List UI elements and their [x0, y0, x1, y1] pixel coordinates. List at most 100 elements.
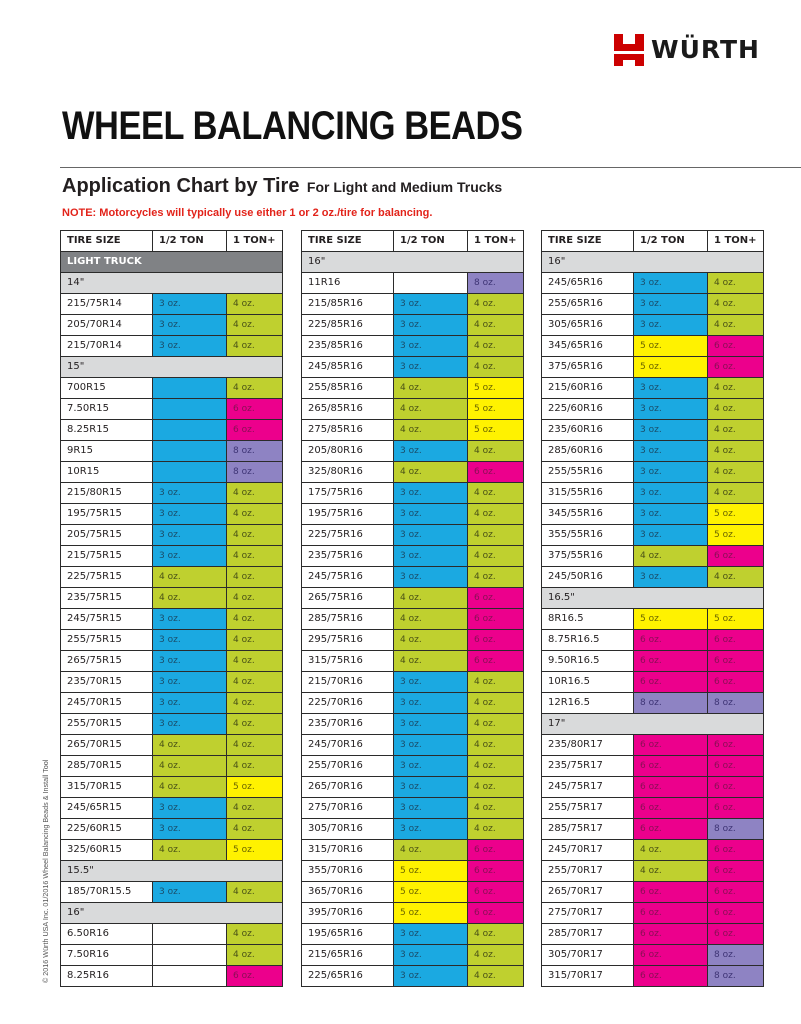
tire-size-cell: 365/70R16 [301, 881, 394, 903]
one-ton-cell: 6 oz. [226, 398, 283, 420]
half-ton-cell: 3 oz. [152, 293, 227, 315]
rim-size-group-row: 16.5" [541, 587, 764, 609]
one-ton-cell: 6 oz. [707, 671, 764, 693]
one-ton-cell: 4 oz. [226, 545, 283, 567]
table-row: 215/80R15 3 oz. 4 oz. [60, 482, 283, 504]
half-ton-cell: 4 oz. [393, 629, 468, 651]
tire-size-cell: 235/75R17 [541, 755, 634, 777]
tire-size-cell: 225/85R16 [301, 314, 394, 336]
one-ton-cell: 6 oz. [707, 755, 764, 777]
half-ton-cell: 4 oz. [152, 755, 227, 777]
tire-size-cell: 315/70R15 [60, 776, 153, 798]
one-ton-cell: 8 oz. [707, 818, 764, 840]
subtitle-main: Application Chart by Tire [62, 175, 300, 197]
half-ton-cell: 3 oz. [393, 671, 468, 693]
one-ton-cell: 6 oz. [707, 797, 764, 819]
table-row: 235/75R16 3 oz. 4 oz. [301, 545, 524, 567]
one-ton-cell: 6 oz. [467, 608, 524, 630]
tire-size-cell: 255/85R16 [301, 377, 394, 399]
one-ton-cell: 6 oz. [226, 965, 283, 987]
half-ton-cell: 3 oz. [633, 314, 708, 336]
header-one-ton: 1 TON+ [467, 230, 524, 252]
table-row: 8.25R15 6 oz. [60, 419, 283, 441]
table-row: 245/50R16 3 oz. 4 oz. [541, 566, 764, 588]
table-row: 375/65R16 5 oz. 6 oz. [541, 356, 764, 378]
one-ton-cell: 4 oz. [467, 923, 524, 945]
tire-size-cell: 325/80R16 [301, 461, 394, 483]
tire-size-cell: 265/85R16 [301, 398, 394, 420]
tire-size-cell: 245/75R16 [301, 566, 394, 588]
category-row: LIGHT TRUCK [60, 251, 283, 273]
half-ton-cell: 3 oz. [152, 629, 227, 651]
half-ton-cell: 3 oz. [152, 503, 227, 525]
half-ton-cell: 6 oz. [633, 734, 708, 756]
tire-size-cell: 315/55R16 [541, 482, 634, 504]
rim-size-label: 14" [60, 272, 283, 294]
half-ton-cell: 6 oz. [633, 881, 708, 903]
table-row: 215/85R16 3 oz. 4 oz. [301, 293, 524, 315]
tire-size-cell: 12R16.5 [541, 692, 634, 714]
one-ton-cell: 6 oz. [467, 629, 524, 651]
half-ton-cell: 4 oz. [393, 461, 468, 483]
tire-size-cell: 225/60R15 [60, 818, 153, 840]
one-ton-cell: 4 oz. [707, 566, 764, 588]
rim-size-label: 15.5" [60, 860, 283, 882]
table-row: 265/75R15 3 oz. 4 oz. [60, 650, 283, 672]
rim-size-group-row: 16" [60, 902, 283, 924]
tire-size-cell: 255/65R16 [541, 293, 634, 315]
half-ton-cell [152, 419, 227, 441]
half-ton-cell: 6 oz. [633, 923, 708, 945]
one-ton-cell: 4 oz. [226, 713, 283, 735]
table-row: 205/80R16 3 oz. 4 oz. [301, 440, 524, 462]
one-ton-cell: 6 oz. [707, 881, 764, 903]
table-row: 235/85R16 3 oz. 4 oz. [301, 335, 524, 357]
one-ton-cell: 4 oz. [467, 293, 524, 315]
one-ton-cell: 6 oz. [467, 587, 524, 609]
one-ton-cell: 4 oz. [467, 797, 524, 819]
half-ton-cell [152, 377, 227, 399]
table-row: 225/60R15 3 oz. 4 oz. [60, 818, 283, 840]
header-one-ton: 1 TON+ [707, 230, 764, 252]
one-ton-cell: 4 oz. [707, 314, 764, 336]
half-ton-cell: 4 oz. [393, 839, 468, 861]
one-ton-cell: 4 oz. [467, 524, 524, 546]
table-row: 245/75R15 3 oz. 4 oz. [60, 608, 283, 630]
half-ton-cell: 6 oz. [633, 902, 708, 924]
tire-chart-table-1: TIRE SIZE 1/2 TON 1 TON+ LIGHT TRUCK 14" 215/… [60, 230, 283, 987]
half-ton-cell [152, 440, 227, 462]
table-row: 225/75R15 4 oz. 4 oz. [60, 566, 283, 588]
one-ton-cell: 8 oz. [226, 461, 283, 483]
rim-size-label: 16" [541, 251, 764, 273]
tire-size-cell: 205/75R15 [60, 524, 153, 546]
table-row: 8R16.5 5 oz. 5 oz. [541, 608, 764, 630]
rim-size-group-row: 14" [60, 272, 283, 294]
one-ton-cell: 4 oz. [226, 314, 283, 336]
tire-size-cell: 215/75R15 [60, 545, 153, 567]
header-tire-size: TIRE SIZE [301, 230, 394, 252]
rim-size-label: 15" [60, 356, 283, 378]
one-ton-cell: 4 oz. [467, 776, 524, 798]
table-row: 215/70R16 3 oz. 4 oz. [301, 671, 524, 693]
rim-size-label: 16" [60, 902, 283, 924]
header-row: TIRE SIZE 1/2 TON 1 TON+ [301, 230, 524, 252]
half-ton-cell: 3 oz. [393, 545, 468, 567]
tire-size-cell: 225/75R15 [60, 566, 153, 588]
half-ton-cell: 3 oz. [633, 377, 708, 399]
one-ton-cell: 6 oz. [226, 419, 283, 441]
half-ton-cell: 4 oz. [393, 650, 468, 672]
half-ton-cell: 4 oz. [152, 734, 227, 756]
one-ton-cell: 4 oz. [467, 545, 524, 567]
table-row: 395/70R16 5 oz. 6 oz. [301, 902, 524, 924]
table-row: 215/75R14 3 oz. 4 oz. [60, 293, 283, 315]
table-row: 255/75R15 3 oz. 4 oz. [60, 629, 283, 651]
copyright-side-text: © 2016 Würth USA Inc. 01/2016 Wheel Bala… [41, 759, 50, 983]
table-row: 285/60R16 3 oz. 4 oz. [541, 440, 764, 462]
half-ton-cell: 5 oz. [393, 881, 468, 903]
tire-size-cell: 225/60R16 [541, 398, 634, 420]
tire-size-cell: 305/70R16 [301, 818, 394, 840]
half-ton-cell: 4 oz. [152, 587, 227, 609]
one-ton-cell: 4 oz. [226, 818, 283, 840]
tire-size-cell: 7.50R16 [60, 944, 153, 966]
one-ton-cell: 4 oz. [226, 377, 283, 399]
half-ton-cell [152, 398, 227, 420]
